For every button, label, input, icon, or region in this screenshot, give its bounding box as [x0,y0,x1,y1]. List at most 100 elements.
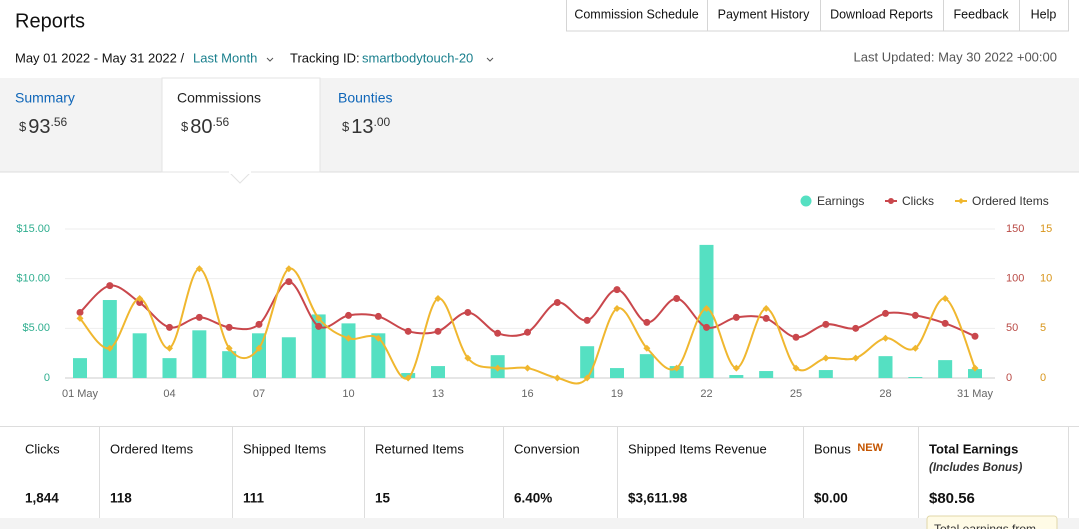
dropdown-caret [266,57,274,62]
bar [968,369,982,378]
x-tick-label: 22 [700,388,712,400]
tick-label: 5 [1040,322,1046,334]
point [643,344,651,352]
point [911,311,919,319]
nav-button-label[interactable]: Commission Schedule [574,7,698,21]
active-tab[interactable] [161,77,321,173]
bar [311,314,326,378]
dropdown-caret [486,57,494,62]
stat-value: 111 [243,491,265,506]
nav-button[interactable] [1019,0,1069,32]
bar [818,370,833,378]
point [792,333,800,341]
point [315,314,323,322]
stat-label: Shipped Items [243,441,327,456]
point [345,311,352,319]
tab-label[interactable]: Bounties [338,90,392,106]
stat-label: Returned Items [375,441,464,456]
point [76,314,84,322]
legend-swatch [958,198,964,204]
x-tick-label: 01 May [62,388,99,400]
tick-label: 10 [1040,273,1052,285]
stat-value: $80.56 [929,490,975,507]
point [882,334,889,342]
point [613,286,621,294]
point [822,320,830,328]
bar [102,300,117,378]
tab-label[interactable]: Commissions [177,90,261,106]
point [524,364,531,372]
point [225,323,233,331]
chart-panel [0,172,1079,426]
point [166,323,173,331]
footer-band [0,518,1079,529]
bar [639,354,654,378]
stat-note: (Includes Bonus) [929,462,1022,474]
x-tick-label: 25 [790,388,802,400]
x-tick-label: 10 [342,388,354,400]
bar [252,333,266,378]
nav-button[interactable] [943,0,1020,32]
point [852,354,860,362]
point [971,364,979,372]
point [553,299,561,307]
nav-button-label[interactable]: Payment History [718,7,810,21]
amount-whole: 13 [351,116,373,138]
point [553,374,561,382]
point [255,344,263,352]
point [703,304,710,312]
legend-label: Clicks [902,194,934,208]
point [941,295,949,303]
point [434,327,442,335]
x-tick-label: 31 May [957,388,994,400]
x-tick-label: 13 [432,388,444,400]
amount-whole: 80 [190,116,212,138]
point [673,295,681,303]
bar [878,356,893,378]
point [76,308,84,316]
tracking-dropdown[interactable]: smartbodytouch-20 [362,50,473,65]
tick-label: 0 [1040,372,1046,384]
nav-button[interactable] [820,0,944,32]
stat-label: Shipped Items Revenue [628,441,767,456]
legend-label: Ordered Items [972,194,1049,208]
legend-swatch [888,198,894,204]
tick-label: 150 [1006,223,1024,235]
point [583,374,591,382]
x-tick-label: 16 [521,388,533,400]
stat-value: $3,611.98 [628,491,688,506]
point [941,319,949,327]
tooltip-text: Total earnings from [934,522,1036,529]
point [225,344,233,352]
tick-label: 100 [1006,273,1024,285]
bar [908,377,923,378]
point [285,278,293,286]
tab-label[interactable]: Summary [15,90,75,106]
period-dropdown[interactable]: Last Month [193,50,257,65]
amount-fraction: .00 [373,115,390,129]
stat-value: 1,844 [25,491,59,506]
point [494,364,502,372]
point [613,304,621,312]
nav-button[interactable] [566,0,708,32]
tick-label: $5.00 [22,322,50,334]
bar [222,351,237,378]
nav-button-label[interactable]: Help [1031,7,1057,21]
stat-label: Clicks [25,441,60,456]
x-tick-label: 04 [163,388,175,400]
point [732,364,740,372]
point [374,312,382,320]
badge: NEW [857,442,883,454]
point [732,313,740,321]
chart: 0 $5.00 $10.00 $15.00 0 50 100 150 0 5 10 15 01 May 0… [16,194,1052,400]
point [255,320,263,328]
point [852,324,860,332]
stat-value: $0.00 [814,491,848,506]
stat-value: 15 [375,491,391,506]
point [195,265,203,273]
nav-bar: Commission Schedule Payment History Downlo… [566,0,1069,32]
nav-button-label[interactable]: Download Reports [830,7,933,21]
nav-button-label[interactable]: Feedback [954,7,1010,21]
